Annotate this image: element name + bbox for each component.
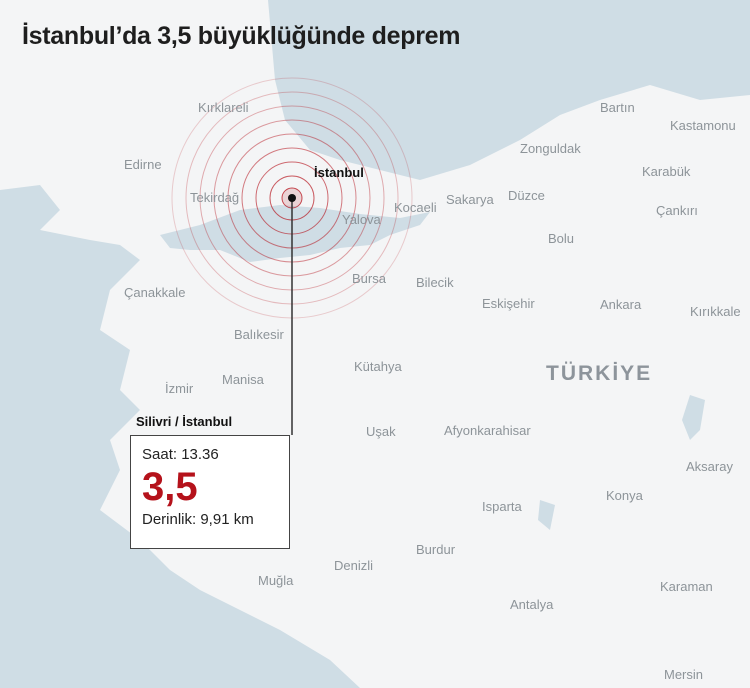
place-label: Karaman [660,579,713,594]
epicenter-city-label: İstanbul [314,165,364,180]
place-label: Kırıkkale [690,304,741,319]
country-label: TÜRKİYE [546,362,653,385]
place-label: Kocaeli [394,200,437,215]
place-label: Aksaray [686,459,733,474]
place-label: Uşak [366,424,396,439]
place-label: Zonguldak [520,141,581,156]
place-label: Burdur [416,542,456,557]
place-label: Kütahya [354,359,402,374]
place-label: Yalova [342,212,381,227]
depth: Derinlik: 9,91 km [142,511,254,528]
epicenter-location: Silivri / İstanbul [136,414,233,429]
page-title: İstanbul’da 3,5 büyüklüğünde deprem [22,22,461,50]
place-label: Bartın [600,100,635,115]
place-label: Karabük [642,164,691,179]
place-label: Manisa [222,372,264,387]
place-label: Çankırı [656,203,698,218]
place-label: Bursa [352,271,386,286]
place-label: Mersin [664,667,704,682]
black-sea [268,0,750,180]
epicenter-dot [288,194,296,202]
place-label: Bolu [548,231,575,246]
place-label: Konya [606,488,643,503]
place-label: Çanakkale [124,285,186,300]
place-label: Muğla [258,573,294,588]
place-label: Kastamonu [670,118,736,133]
place-label: Ankara [600,297,642,312]
place-label: Düzce [508,188,545,203]
place-label: Sakarya [446,192,494,207]
place-label: Kırklareli [198,100,249,115]
time: Saat: 13.36 [142,446,219,463]
place-label: Antalya [510,597,554,612]
place-label: Afyonkarahisar [444,423,531,438]
place-label: Edirne [124,157,162,172]
lake [538,500,555,530]
place-label: Denizli [334,558,374,573]
lake [682,395,705,440]
place-label: Tekirdağ [190,190,240,205]
aegean-sea [0,185,360,688]
earthquake-info-box: Saat: 13.36 3,5 Derinlik: 9,91 km [130,435,290,549]
place-label: Isparta [482,499,522,514]
place-label: Eskişehir [482,296,535,311]
place-label: İzmir [165,381,194,396]
place-label: Balıkesir [234,327,284,342]
magnitude: 3,5 [142,465,198,509]
place-label: Bilecik [416,275,454,290]
